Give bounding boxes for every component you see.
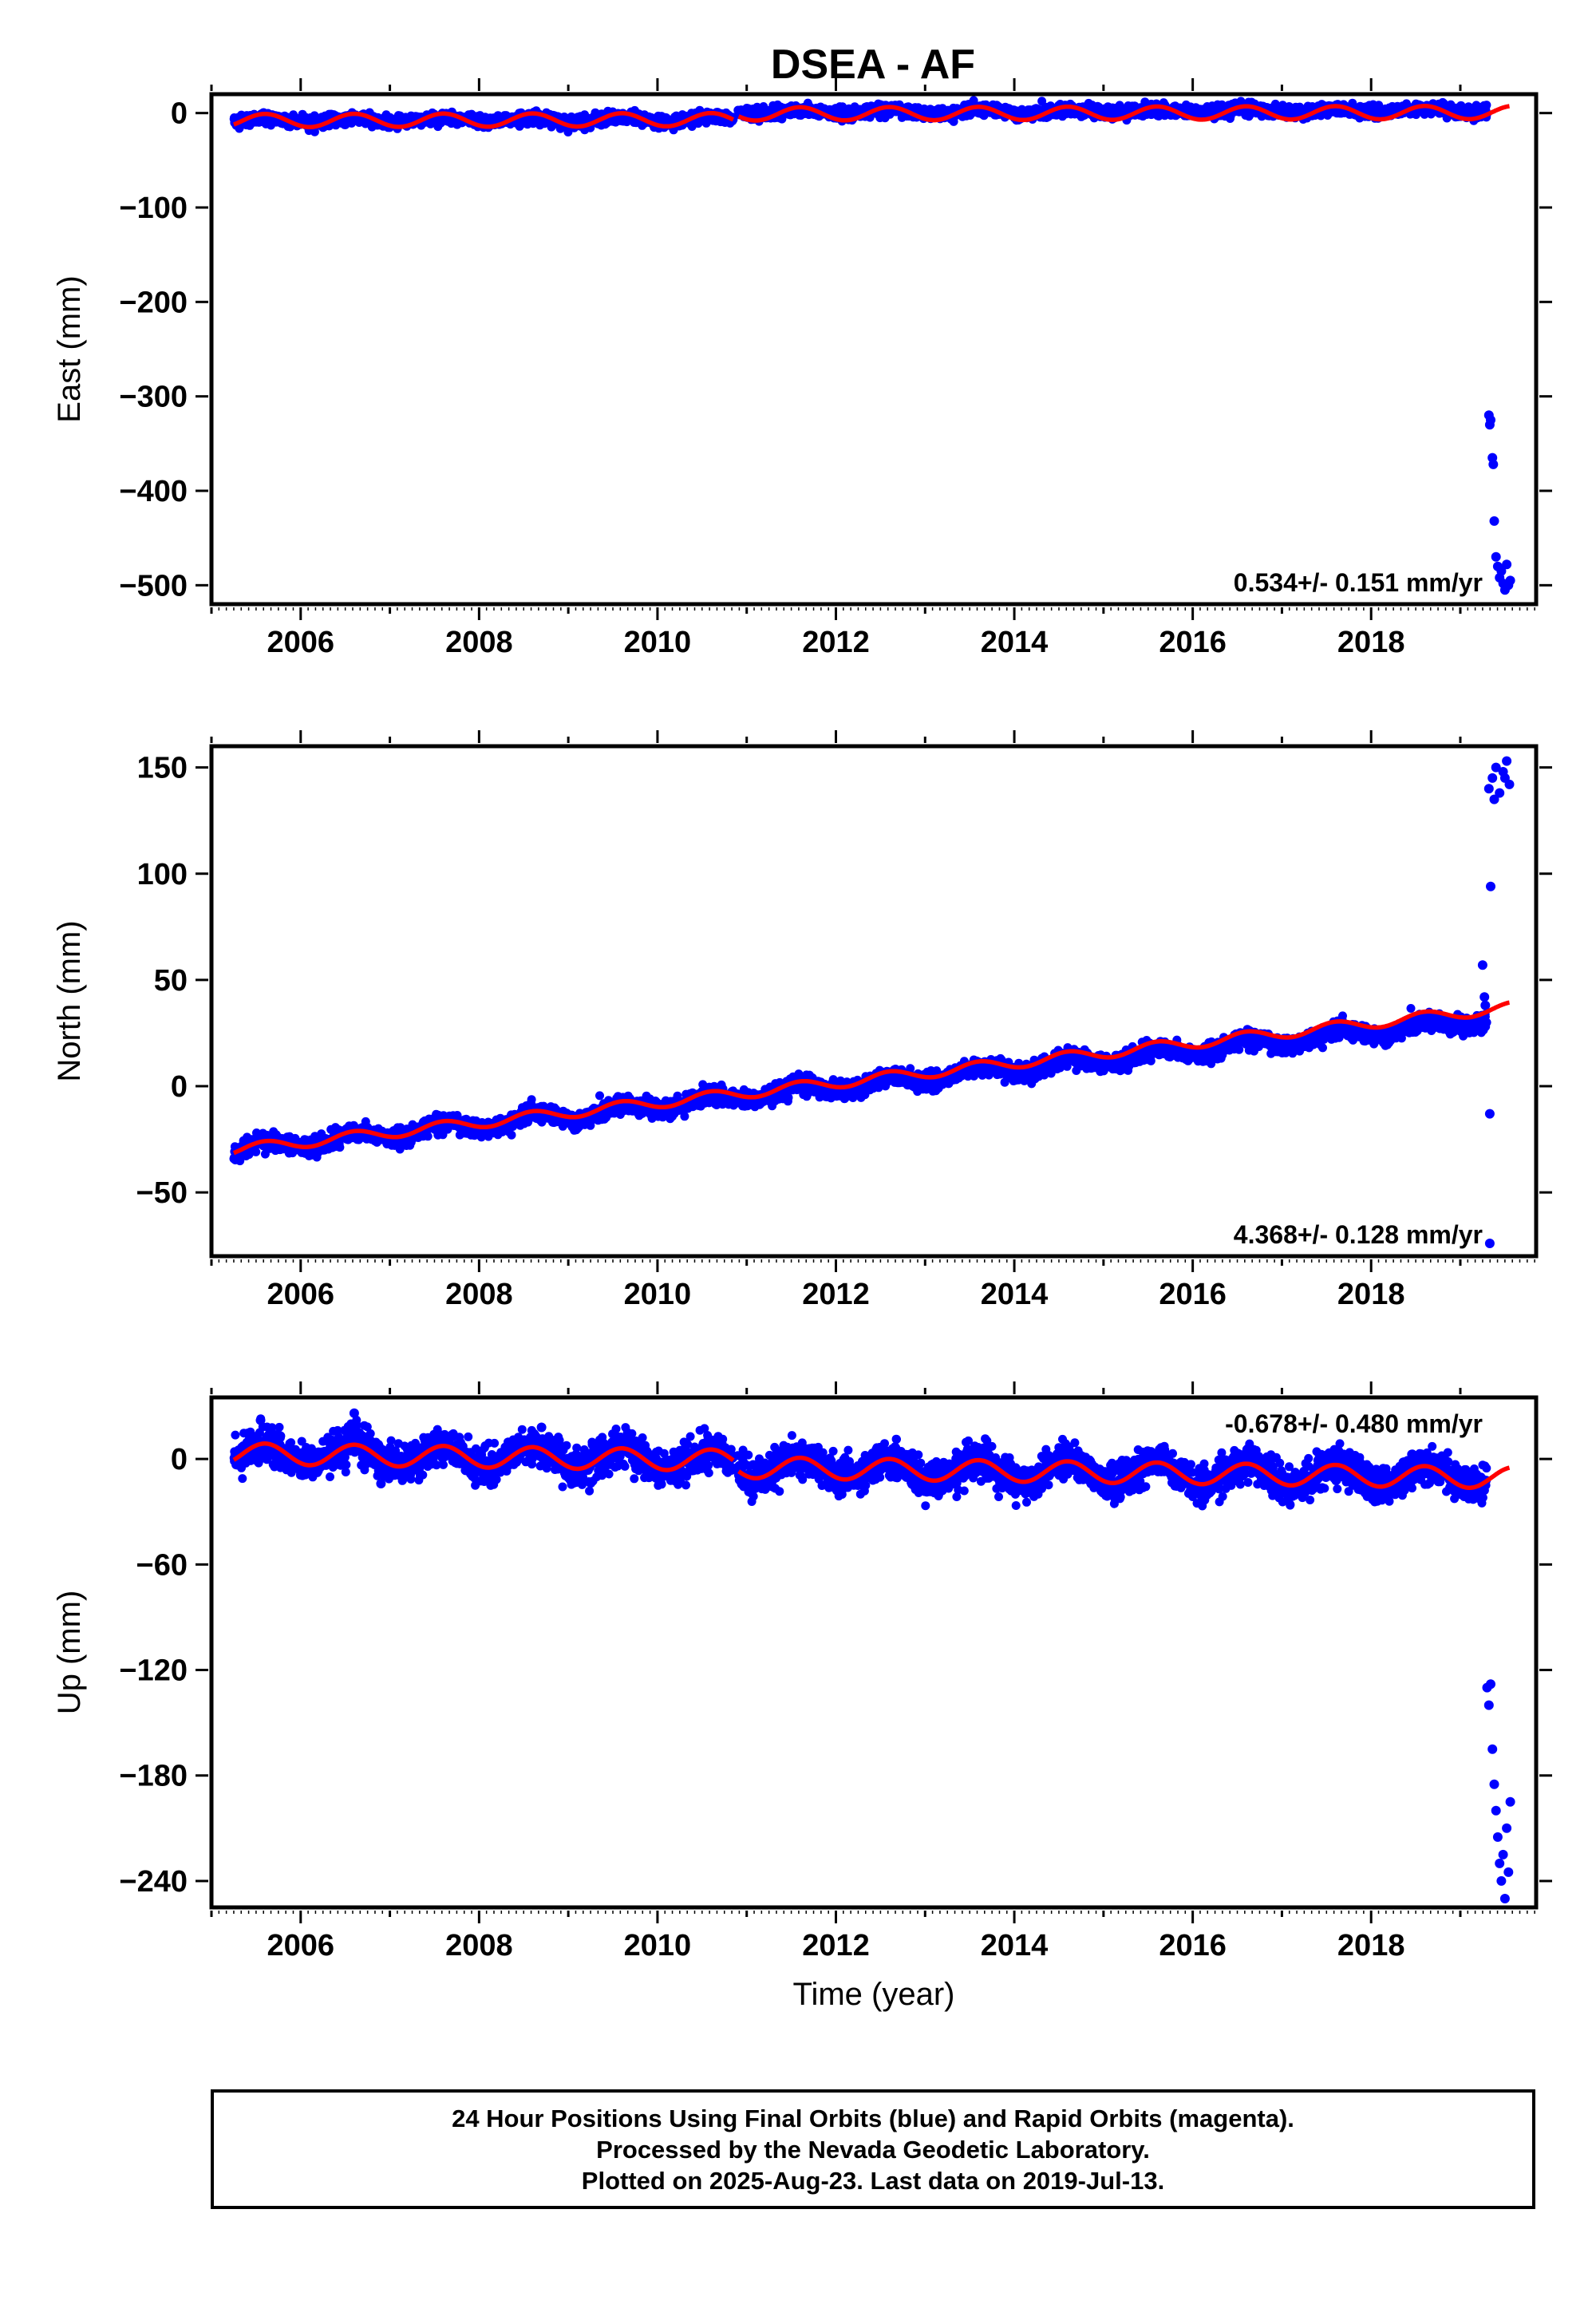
- x-tick-label: 2012: [802, 626, 870, 659]
- y-tick-label: 0: [171, 97, 188, 131]
- x-tick-label: 2006: [267, 626, 335, 659]
- y-tick-label: −500: [119, 569, 188, 603]
- velocity-label: 0.534+/- 0.151 mm/yr: [1234, 568, 1483, 597]
- y-tick-label: −300: [119, 381, 188, 414]
- y-tick-label: −100: [119, 192, 188, 225]
- y-axis-label: East (mm): [52, 275, 87, 422]
- chart-title: DSEA - AF: [771, 41, 975, 88]
- data-point: [335, 1143, 345, 1152]
- panel-1: 2006 2008 2010 2012 2014 2016 2018150100500−50…: [52, 730, 1552, 1311]
- y-tick-label: −200: [119, 286, 188, 319]
- data-point: [1488, 459, 1499, 469]
- data-point: [1489, 516, 1499, 526]
- x-tick-label: 2010: [624, 626, 692, 659]
- data-point: [1482, 101, 1491, 110]
- data-point: [1502, 559, 1512, 570]
- data-point: [1505, 575, 1515, 586]
- x-tick-label: 2018: [1337, 626, 1405, 659]
- x-tick-label: 2016: [1159, 626, 1227, 659]
- data-point: [507, 1130, 516, 1140]
- fit-line: [232, 104, 1511, 129]
- x-tick-label: 2008: [445, 626, 513, 659]
- plot-area-1: [229, 756, 1515, 1248]
- y-tick-label: −400: [119, 475, 188, 508]
- x-tick-label: 2014: [981, 626, 1049, 659]
- plot-frame-0: [209, 92, 1539, 607]
- data-point: [1491, 551, 1501, 562]
- data-point: [1486, 415, 1495, 425]
- plot-area-0: [229, 96, 1515, 595]
- data-point: [1496, 566, 1507, 576]
- data-point: [251, 1147, 261, 1156]
- panel-0: 2006 2008 2010 2012 2014 2016 2018 0 −100 −200 −30…: [52, 78, 1552, 659]
